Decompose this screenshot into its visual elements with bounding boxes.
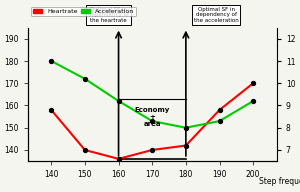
Point [82,77,87,80]
Point [49,60,54,63]
Point [184,144,188,147]
Point [217,108,222,112]
Point [49,108,54,112]
Text: Economy
+
area: Economy + area [134,107,170,127]
Point [116,157,121,160]
Text: Optimal SF in
dependency of
the acceleration: Optimal SF in dependency of the accelera… [194,7,238,23]
Point [251,99,256,103]
Point [116,99,121,103]
Point [184,126,188,129]
Point [150,148,154,151]
X-axis label: Step frequency (SF): Step frequency (SF) [259,177,300,186]
Legend: Heartrate, Acceleration: Heartrate, Acceleration [31,7,136,16]
Point [217,120,222,123]
Text: Optimal SF in
dependency of
the heartrate: Optimal SF in dependency of the heartrat… [88,7,129,23]
Point [82,148,87,151]
Point [251,82,256,85]
Point [150,120,154,123]
